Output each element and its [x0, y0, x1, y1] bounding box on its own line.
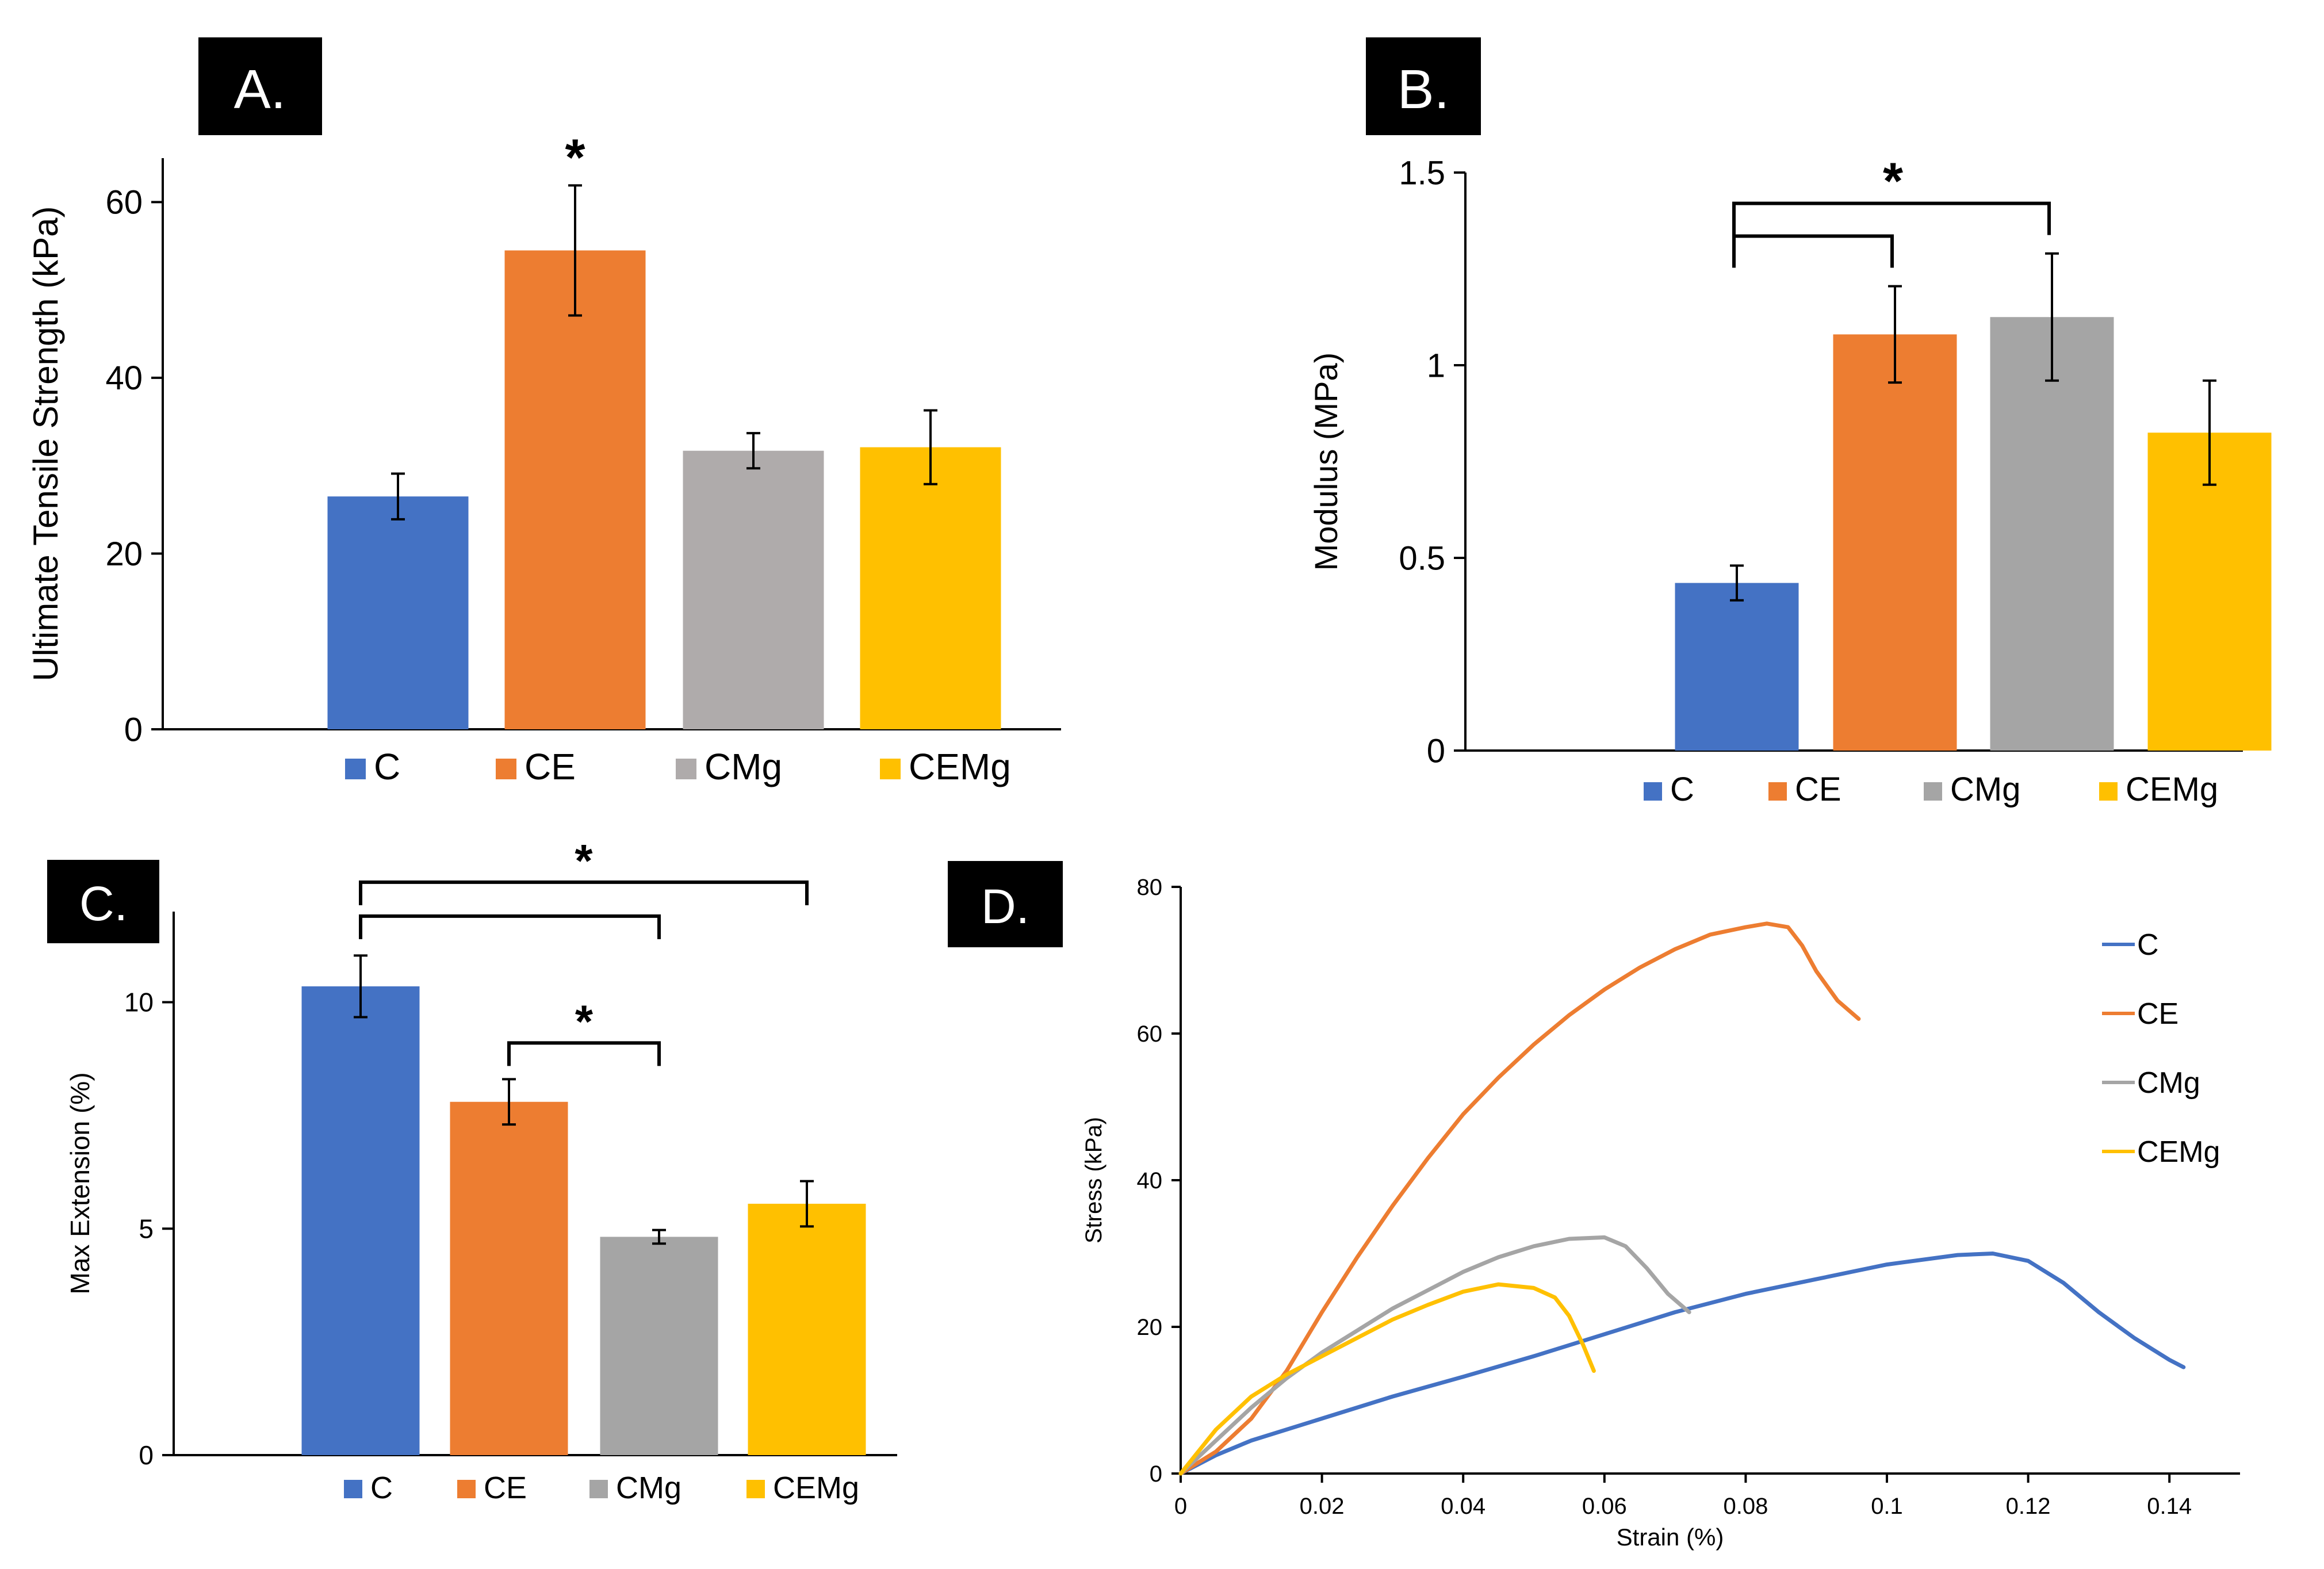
legend-label: CE [484, 1471, 527, 1505]
bar-c [327, 496, 469, 729]
chart-c-max-extension: 0 5 10 Max Extension (%) C CE CMg CEMg * * [65, 835, 897, 1505]
legend-label: CE [524, 746, 576, 787]
significance-bracket [1732, 201, 2051, 235]
y-axis-title: Ultimate Tensile Strength (kPa) [26, 206, 65, 682]
bar-ce [450, 1101, 568, 1455]
y-axis-title: Max Extension (%) [65, 1072, 95, 1294]
legend-label: CE [2137, 997, 2178, 1031]
bar-c [1675, 583, 1799, 751]
y-tick-label: 5 [139, 1214, 154, 1243]
y-tick-label: 40 [1137, 1168, 1163, 1193]
significance-bracket [507, 1041, 661, 1066]
bar-cemg [860, 447, 1001, 729]
x-tick-label: 0.1 [1871, 1494, 1903, 1519]
bar-cmg [600, 1237, 718, 1455]
bar-cmg [1990, 317, 2114, 751]
legend-label: C [1670, 771, 1694, 808]
y-tick-label: 0 [124, 711, 143, 748]
significance-bracket [359, 914, 661, 939]
legend-label: C [2137, 928, 2159, 962]
chart-a-ultimate-tensile-strength: 0 20 40 60 Ultimate Tensile Strength (kPa) C C… [26, 129, 1061, 787]
legend-swatch [1924, 782, 1942, 801]
chart-d-stress-strain: 0 20 40 60 80 0 0.02 0.04 0.06 0.08 0.1 0.12 0.14 Str… [1081, 875, 2240, 1551]
panel-label-d-box [948, 861, 1063, 947]
y-tick-label: 20 [1137, 1315, 1163, 1340]
legend-label: CEMg [909, 746, 1011, 787]
legend-label: CMg [616, 1471, 681, 1505]
panel-label-a: A. [234, 59, 286, 120]
y-tick-label: 60 [105, 184, 143, 221]
y-tick-label: 20 [105, 535, 143, 573]
y-tick-label: 0 [139, 1440, 154, 1470]
y-tick-label: 80 [1137, 875, 1163, 900]
legend-label: CMg [705, 746, 782, 787]
significance-bracket [1732, 234, 1894, 268]
significance-bracket [359, 880, 809, 905]
legend-label: CEMg [773, 1471, 859, 1505]
y-axis-title: Modulus (MPa) [1308, 353, 1344, 571]
bar-cemg [748, 1203, 866, 1455]
bar-ce [1833, 334, 1957, 751]
bar-ce [504, 250, 646, 729]
x-tick-label: 0.06 [1582, 1494, 1627, 1519]
chart-b-modulus: 0 0.5 1 1.5 Modulus (MPa) C CE CMg CEMg * [1308, 153, 2272, 808]
y-tick-label: 0.5 [1399, 539, 1445, 577]
y-tick-label: 0 [1427, 732, 1445, 770]
significance-star: * [575, 996, 594, 1047]
y-tick-label: 1 [1427, 347, 1445, 384]
legend-swatch [676, 759, 696, 779]
panel-label-b: B. [1398, 59, 1450, 120]
legend-swatch [1768, 782, 1787, 801]
y-tick-label: 0 [1150, 1461, 1162, 1487]
panel-label-d: D. [981, 879, 1029, 933]
panel-label-a-box [198, 37, 322, 135]
legend-swatch [457, 1480, 476, 1498]
series-line-cmg [1178, 1235, 1691, 1476]
legend-swatch [589, 1480, 608, 1498]
legend-label: C [374, 746, 400, 787]
series-line-c [1178, 1252, 2186, 1476]
x-tick-label: 0.08 [1723, 1494, 1768, 1519]
x-tick-label: 0.02 [1300, 1494, 1345, 1519]
legend-label: C [370, 1471, 393, 1505]
x-tick-label: 0.04 [1441, 1494, 1485, 1519]
significance-star: * [575, 835, 593, 886]
series-line-ce [1178, 921, 1861, 1476]
legend-swatch [344, 1480, 362, 1498]
legend-swatch [1644, 782, 1662, 801]
legend-label: CMg [1950, 771, 2020, 808]
legend-label: CEMg [2126, 771, 2218, 808]
x-axis-title: Strain (%) [1617, 1524, 1724, 1551]
series-line-cemg [1178, 1282, 1596, 1476]
x-tick-label: 0.14 [2147, 1494, 2192, 1519]
legend-swatch [880, 759, 901, 779]
legend-swatch [496, 759, 516, 779]
panel-label-b-box [1366, 37, 1481, 135]
x-tick-label: 0.12 [2006, 1494, 2051, 1519]
y-tick-label: 1.5 [1399, 154, 1445, 192]
bar-cmg [683, 450, 824, 729]
legend-label: CMg [2137, 1066, 2200, 1100]
significance-star: * [1883, 153, 1903, 211]
x-tick-label: 0 [1174, 1494, 1187, 1519]
panel-label-c-box [47, 860, 159, 943]
legend-label: CE [1795, 771, 1841, 808]
significance-star: * [565, 129, 585, 186]
y-tick-label: 40 [105, 359, 143, 397]
legend-label: CEMg [2137, 1135, 2220, 1169]
y-tick-label: 60 [1137, 1021, 1163, 1047]
y-tick-label: 10 [124, 988, 154, 1017]
legend-swatch [2099, 782, 2118, 801]
legend-swatch [746, 1480, 765, 1498]
panel-label-c: C. [79, 877, 128, 931]
bar-c [301, 986, 420, 1455]
y-axis-title: Stress (kPa) [1081, 1117, 1107, 1243]
legend-swatch [345, 759, 366, 779]
